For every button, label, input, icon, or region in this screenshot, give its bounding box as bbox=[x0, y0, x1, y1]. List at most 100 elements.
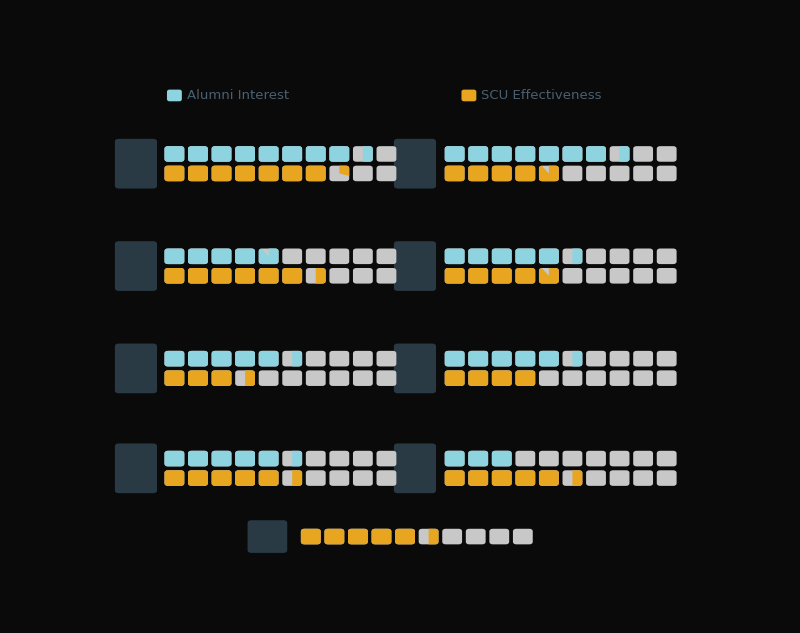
FancyBboxPatch shape bbox=[377, 166, 396, 181]
FancyBboxPatch shape bbox=[586, 370, 606, 386]
FancyBboxPatch shape bbox=[330, 370, 350, 386]
FancyBboxPatch shape bbox=[348, 529, 368, 544]
FancyBboxPatch shape bbox=[306, 146, 326, 162]
FancyBboxPatch shape bbox=[282, 166, 302, 181]
FancyBboxPatch shape bbox=[282, 146, 302, 162]
FancyBboxPatch shape bbox=[211, 268, 231, 284]
FancyBboxPatch shape bbox=[258, 351, 278, 367]
FancyBboxPatch shape bbox=[115, 344, 157, 393]
FancyBboxPatch shape bbox=[657, 351, 677, 367]
FancyBboxPatch shape bbox=[539, 351, 558, 367]
FancyBboxPatch shape bbox=[468, 451, 488, 467]
FancyBboxPatch shape bbox=[188, 249, 208, 264]
FancyBboxPatch shape bbox=[282, 268, 302, 284]
Wedge shape bbox=[429, 525, 443, 548]
FancyBboxPatch shape bbox=[610, 268, 630, 284]
Wedge shape bbox=[292, 467, 307, 490]
FancyBboxPatch shape bbox=[634, 470, 653, 486]
FancyBboxPatch shape bbox=[165, 268, 184, 284]
FancyBboxPatch shape bbox=[211, 166, 231, 181]
FancyBboxPatch shape bbox=[539, 166, 558, 181]
FancyBboxPatch shape bbox=[468, 146, 488, 162]
FancyBboxPatch shape bbox=[539, 146, 558, 162]
FancyBboxPatch shape bbox=[211, 370, 231, 386]
FancyBboxPatch shape bbox=[492, 249, 512, 264]
FancyBboxPatch shape bbox=[586, 470, 606, 486]
FancyBboxPatch shape bbox=[634, 451, 653, 467]
Text: Alumni Interest: Alumni Interest bbox=[187, 89, 289, 102]
FancyBboxPatch shape bbox=[211, 351, 231, 367]
FancyBboxPatch shape bbox=[211, 268, 231, 284]
FancyBboxPatch shape bbox=[610, 370, 630, 386]
FancyBboxPatch shape bbox=[462, 90, 476, 101]
FancyBboxPatch shape bbox=[353, 166, 373, 181]
FancyBboxPatch shape bbox=[445, 470, 465, 486]
FancyBboxPatch shape bbox=[211, 470, 231, 486]
FancyBboxPatch shape bbox=[282, 166, 302, 181]
FancyBboxPatch shape bbox=[610, 249, 630, 264]
FancyBboxPatch shape bbox=[325, 529, 344, 544]
FancyBboxPatch shape bbox=[492, 470, 512, 486]
FancyBboxPatch shape bbox=[165, 166, 184, 181]
FancyBboxPatch shape bbox=[539, 451, 558, 467]
FancyBboxPatch shape bbox=[165, 470, 184, 486]
FancyBboxPatch shape bbox=[515, 268, 535, 284]
FancyBboxPatch shape bbox=[330, 146, 350, 162]
FancyBboxPatch shape bbox=[562, 451, 582, 467]
FancyBboxPatch shape bbox=[235, 268, 255, 284]
FancyBboxPatch shape bbox=[492, 351, 512, 367]
FancyBboxPatch shape bbox=[539, 470, 558, 486]
FancyBboxPatch shape bbox=[445, 166, 465, 181]
FancyBboxPatch shape bbox=[306, 166, 326, 181]
FancyBboxPatch shape bbox=[301, 529, 321, 544]
FancyBboxPatch shape bbox=[258, 370, 278, 386]
FancyBboxPatch shape bbox=[492, 166, 512, 181]
FancyBboxPatch shape bbox=[211, 470, 231, 486]
FancyBboxPatch shape bbox=[586, 166, 606, 181]
FancyBboxPatch shape bbox=[445, 146, 465, 162]
FancyBboxPatch shape bbox=[282, 146, 302, 162]
FancyBboxPatch shape bbox=[445, 249, 465, 264]
FancyBboxPatch shape bbox=[188, 249, 208, 264]
FancyBboxPatch shape bbox=[492, 351, 512, 367]
FancyBboxPatch shape bbox=[539, 249, 558, 264]
FancyBboxPatch shape bbox=[353, 370, 373, 386]
FancyBboxPatch shape bbox=[353, 146, 373, 162]
FancyBboxPatch shape bbox=[165, 146, 184, 162]
FancyBboxPatch shape bbox=[513, 529, 533, 544]
FancyBboxPatch shape bbox=[353, 470, 373, 486]
FancyBboxPatch shape bbox=[165, 451, 184, 467]
FancyBboxPatch shape bbox=[468, 370, 488, 386]
FancyBboxPatch shape bbox=[188, 146, 208, 162]
FancyBboxPatch shape bbox=[394, 139, 436, 189]
FancyBboxPatch shape bbox=[586, 268, 606, 284]
FancyBboxPatch shape bbox=[562, 351, 582, 367]
FancyBboxPatch shape bbox=[562, 470, 582, 486]
FancyBboxPatch shape bbox=[394, 241, 436, 291]
FancyBboxPatch shape bbox=[211, 249, 231, 264]
FancyBboxPatch shape bbox=[188, 268, 208, 284]
FancyBboxPatch shape bbox=[211, 351, 231, 367]
FancyBboxPatch shape bbox=[165, 370, 184, 386]
FancyBboxPatch shape bbox=[211, 370, 231, 386]
FancyBboxPatch shape bbox=[515, 351, 535, 367]
FancyBboxPatch shape bbox=[657, 166, 677, 181]
FancyBboxPatch shape bbox=[115, 139, 157, 189]
FancyBboxPatch shape bbox=[258, 470, 278, 486]
FancyBboxPatch shape bbox=[395, 529, 415, 544]
FancyBboxPatch shape bbox=[445, 451, 465, 467]
FancyBboxPatch shape bbox=[492, 146, 512, 162]
FancyBboxPatch shape bbox=[394, 344, 436, 393]
FancyBboxPatch shape bbox=[634, 249, 653, 264]
FancyBboxPatch shape bbox=[442, 529, 462, 544]
FancyBboxPatch shape bbox=[468, 249, 488, 264]
FancyBboxPatch shape bbox=[235, 351, 255, 367]
FancyBboxPatch shape bbox=[188, 166, 208, 181]
FancyBboxPatch shape bbox=[515, 351, 535, 367]
FancyBboxPatch shape bbox=[562, 166, 582, 181]
FancyBboxPatch shape bbox=[377, 249, 396, 264]
FancyBboxPatch shape bbox=[586, 351, 606, 367]
FancyBboxPatch shape bbox=[165, 351, 184, 367]
Wedge shape bbox=[619, 142, 634, 166]
FancyBboxPatch shape bbox=[634, 268, 653, 284]
